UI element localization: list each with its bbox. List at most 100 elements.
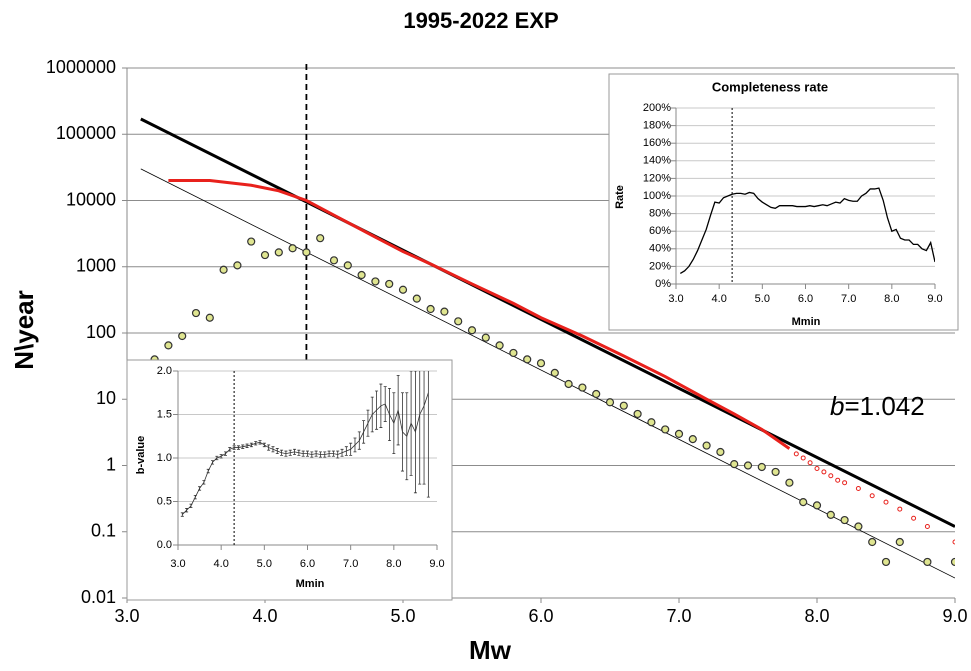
x-axis-title: Mmin xyxy=(792,316,821,328)
x-tick-label: 9.0 xyxy=(942,606,967,626)
data-point xyxy=(619,401,628,410)
annotation: b=1.042 xyxy=(830,391,925,421)
data-point xyxy=(178,331,187,341)
data-point xyxy=(191,308,201,318)
y-tick-label: 160% xyxy=(643,137,671,149)
data-point xyxy=(911,515,917,521)
data-point xyxy=(247,237,256,246)
chart-title: Completeness rate xyxy=(712,79,828,94)
y-tick-label: 120% xyxy=(643,172,671,184)
y-tick-label: 0% xyxy=(655,278,671,290)
data-line xyxy=(140,117,955,528)
data-point xyxy=(793,451,799,457)
data-point xyxy=(840,515,849,525)
data-line xyxy=(679,187,935,274)
data-point xyxy=(523,355,532,364)
data-point xyxy=(895,537,904,547)
data-point xyxy=(785,478,794,487)
x-tick-label: 3.0 xyxy=(170,558,185,570)
data-point xyxy=(828,473,834,479)
data-point xyxy=(481,333,490,342)
x-tick-label: 7.0 xyxy=(343,558,358,570)
data-point xyxy=(855,485,861,491)
inset-frame xyxy=(608,73,959,331)
y-tick-label: 140% xyxy=(643,155,671,167)
y-tick-label: 20% xyxy=(649,260,671,272)
data-point xyxy=(371,277,380,286)
x-tick-label: 9.0 xyxy=(927,293,942,305)
data-point xyxy=(564,379,573,389)
data-point xyxy=(952,539,955,545)
plot-area xyxy=(679,187,935,274)
y-tick-label: 60% xyxy=(649,225,671,237)
y-tick-label: 1 xyxy=(106,454,116,474)
y-tick-label: 0.0 xyxy=(157,539,172,551)
x-tick-label: 5.0 xyxy=(257,558,272,570)
data-point xyxy=(633,409,642,419)
data-point xyxy=(233,261,242,270)
data-point xyxy=(881,557,891,567)
y-tick-label: 10 xyxy=(96,388,116,408)
data-point xyxy=(821,469,827,475)
x-axis-title: Mmin xyxy=(296,578,325,590)
data-point xyxy=(688,435,697,444)
y-tick-label: 100 xyxy=(86,322,116,342)
x-tick-label: 4.0 xyxy=(252,606,277,626)
data-point xyxy=(426,304,435,314)
error-bar xyxy=(426,371,430,498)
x-tick-label: 3.0 xyxy=(668,293,683,305)
annotation-text: =1.042 xyxy=(844,391,924,421)
x-tick-label: 9.0 xyxy=(429,558,444,570)
data-point xyxy=(412,294,421,303)
data-point xyxy=(868,537,877,547)
data-point xyxy=(164,341,173,350)
data-point xyxy=(854,522,863,531)
x-tick-label: 3.0 xyxy=(114,606,139,626)
x-tick-label: 4.0 xyxy=(214,558,229,570)
plot-area xyxy=(136,117,955,579)
data-point xyxy=(592,389,601,399)
x-tick-label: 7.0 xyxy=(666,606,691,626)
y-axis-title: Rate xyxy=(614,185,626,209)
data-point xyxy=(835,477,841,483)
data-point xyxy=(219,265,228,274)
data-point xyxy=(509,348,518,358)
data-point xyxy=(578,383,587,392)
data-point xyxy=(205,313,214,322)
data-point xyxy=(716,447,725,457)
data-point xyxy=(495,341,504,350)
data-point xyxy=(800,455,806,461)
data-line xyxy=(168,179,791,450)
data-point xyxy=(869,493,875,499)
y-tick-label: 2.0 xyxy=(157,365,172,377)
data-point xyxy=(897,506,903,512)
data-point xyxy=(814,466,820,472)
x-tick-label: 4.0 xyxy=(712,293,727,305)
data-point xyxy=(605,398,615,407)
data-point xyxy=(950,557,955,567)
data-point xyxy=(807,460,813,466)
y-tick-label: 200% xyxy=(643,102,671,114)
chart-title: 1995-2022 EXP xyxy=(403,8,558,33)
y-tick-label: 1000000 xyxy=(46,57,116,77)
data-line xyxy=(182,392,429,515)
data-point xyxy=(743,461,753,470)
data-point xyxy=(771,467,780,477)
data-point xyxy=(883,499,889,505)
data-point xyxy=(302,248,311,257)
y-tick-label: 0.1 xyxy=(91,521,116,541)
data-point xyxy=(343,261,352,270)
x-tick-label: 8.0 xyxy=(804,606,829,626)
data-point xyxy=(316,234,325,243)
x-tick-label: 5.0 xyxy=(390,606,415,626)
x-tick-label: 5.0 xyxy=(755,293,770,305)
y-tick-label: 100000 xyxy=(56,123,116,143)
data-point xyxy=(661,425,670,434)
data-point xyxy=(757,462,766,472)
data-point xyxy=(536,359,546,368)
x-tick-label: 6.0 xyxy=(798,293,813,305)
data-point xyxy=(702,441,711,450)
data-point xyxy=(842,480,848,486)
data-line xyxy=(140,168,955,579)
